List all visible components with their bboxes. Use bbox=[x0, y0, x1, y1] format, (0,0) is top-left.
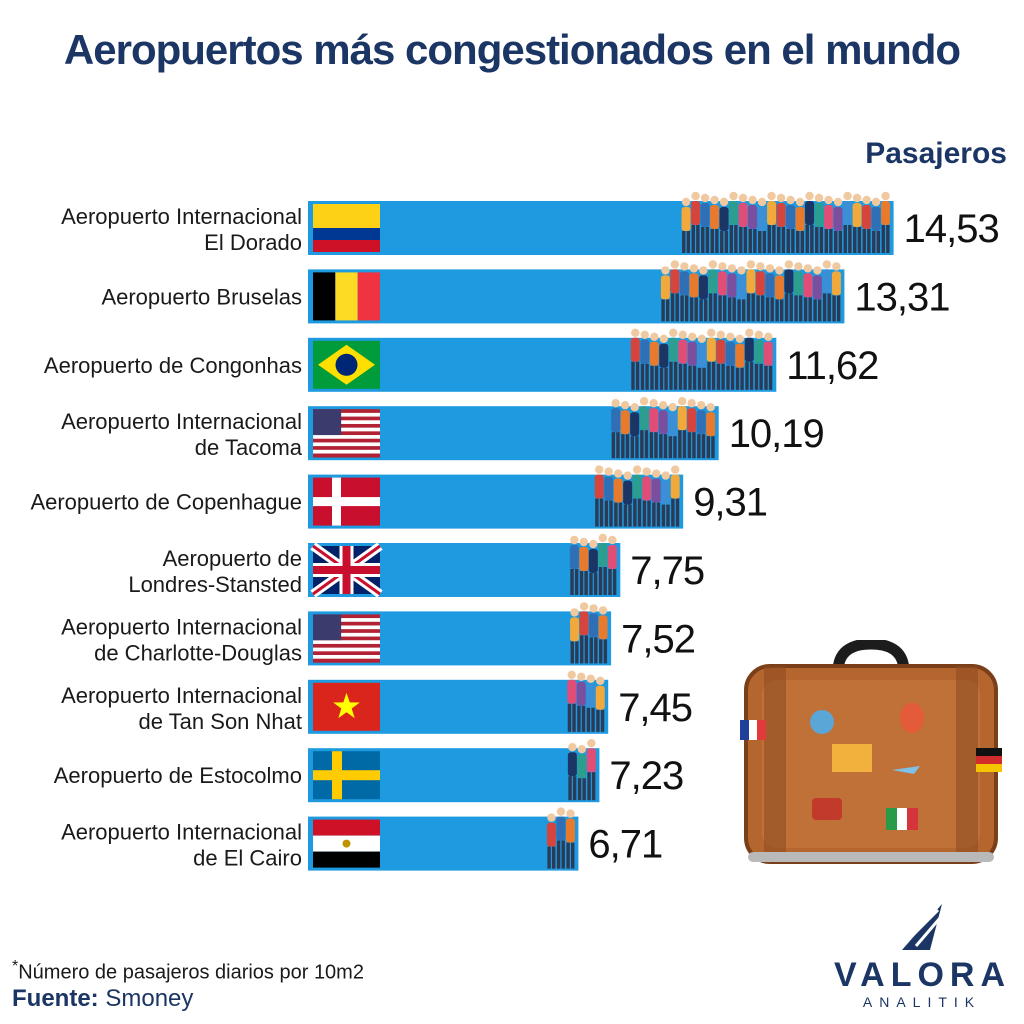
flag-brazil-icon bbox=[313, 340, 380, 389]
bar-row: 6,71 Aeropuerto Internacional de El Cairo bbox=[61, 807, 663, 871]
category-label: Aeropuerto de Congonhas bbox=[44, 353, 302, 378]
category-label: Aeropuerto de Copenhague bbox=[30, 490, 302, 515]
sticker-postcard bbox=[832, 744, 872, 772]
category-label: Aeropuerto Bruselas bbox=[101, 284, 302, 309]
crowd-icon bbox=[570, 602, 608, 664]
value-label: 7,45 bbox=[618, 686, 692, 730]
value-label: 14,53 bbox=[904, 207, 999, 251]
flag-colombia-icon bbox=[313, 204, 380, 252]
valora-logo-mark bbox=[902, 904, 942, 950]
value-label: 11,62 bbox=[786, 344, 878, 388]
sticker-car bbox=[812, 798, 842, 820]
bar-row: 10,19 Aeropuerto Internacional de Tacoma bbox=[61, 397, 825, 461]
category-label: Aeropuerto de Londres-Stansted bbox=[128, 546, 302, 597]
category-label: Aeropuerto Internacional de El Cairo bbox=[61, 820, 302, 871]
value-label: 9,31 bbox=[693, 481, 767, 525]
logo-subtitle: ANALITIK bbox=[862, 994, 982, 1010]
sticker-germany-flag bbox=[976, 748, 1002, 756]
suitcase-illustration bbox=[740, 640, 1002, 864]
crowd-icon bbox=[594, 465, 680, 527]
category-label: Aeropuerto Internacional El Dorado bbox=[61, 204, 302, 255]
sticker-plane bbox=[892, 766, 920, 774]
value-label: 13,31 bbox=[854, 275, 949, 319]
valora-logo: VALORA ANALITIK bbox=[834, 900, 1010, 1020]
crowd-icon bbox=[630, 328, 773, 390]
source-value: Smoney bbox=[105, 985, 194, 1012]
category-label: Aeropuerto Internacional de Charlotte-Dou… bbox=[61, 614, 302, 665]
crowd-icon bbox=[567, 739, 596, 801]
bar-row: 14,53 Aeropuerto Internacional El Dorado bbox=[61, 191, 1000, 255]
crowd-icon bbox=[611, 397, 716, 459]
flag-usa-icon bbox=[313, 409, 380, 458]
footnote: *Número de pasajeros diarios por 10m2 bbox=[12, 958, 364, 985]
bar-row: 7,75 Aeropuerto de Londres-Stansted bbox=[128, 533, 705, 598]
category-label: Aeropuerto Internacional de Tacoma bbox=[61, 409, 303, 460]
crowd-icon bbox=[660, 260, 841, 322]
unit-label: Pasajeros bbox=[865, 137, 1007, 170]
value-label: 7,52 bbox=[621, 617, 695, 661]
flag-sweden-icon bbox=[313, 751, 380, 800]
value-label: 10,19 bbox=[729, 412, 824, 456]
value-label: 7,75 bbox=[630, 549, 704, 593]
bar-row: 11,62 Aeropuerto de Congonhas bbox=[44, 328, 879, 392]
source-label: Fuente: bbox=[12, 985, 99, 1012]
sticker-balloon bbox=[900, 703, 924, 733]
suitcase-handle bbox=[832, 640, 910, 673]
bar-row: 13,31 Aeropuerto Bruselas bbox=[101, 260, 951, 324]
logo-name: VALORA bbox=[834, 956, 1012, 994]
category-label: Aeropuerto Internacional de Tan Son Nhat bbox=[61, 683, 302, 734]
flag-egypt-icon bbox=[313, 819, 380, 868]
flag-denmark-icon bbox=[313, 477, 380, 526]
value-label: 7,23 bbox=[609, 754, 683, 798]
flag-vietnam-icon bbox=[313, 682, 380, 731]
crowd-icon bbox=[546, 807, 575, 869]
footnote-mark: * bbox=[12, 958, 19, 975]
flag-usa-icon bbox=[313, 614, 380, 663]
crowd-icon bbox=[681, 191, 891, 253]
flag-belgium-icon bbox=[313, 272, 380, 321]
footnote-text: Número de pasajeros diarios por 10m2 bbox=[18, 961, 364, 984]
sticker-globe bbox=[810, 710, 834, 734]
source: Fuente: Smoney bbox=[12, 985, 193, 1013]
chart-title: Aeropuertos más congestionados en el mun… bbox=[63, 26, 961, 73]
bar-row: 7,45 Aeropuerto Internacional de Tan Son N… bbox=[61, 670, 693, 734]
bar-row: 9,31 Aeropuerto de Copenhague bbox=[30, 465, 768, 529]
crowd-icon bbox=[569, 533, 617, 595]
bar-row: 7,52 Aeropuerto Internacional de Charlotte… bbox=[61, 602, 696, 666]
bar-row: 7,23 Aeropuerto de Estocolmo bbox=[54, 739, 684, 803]
crowd-icon bbox=[567, 670, 605, 732]
flag-uk-icon bbox=[310, 542, 383, 598]
category-label: Aeropuerto de Estocolmo bbox=[54, 763, 302, 788]
value-label: 6,71 bbox=[588, 823, 662, 867]
